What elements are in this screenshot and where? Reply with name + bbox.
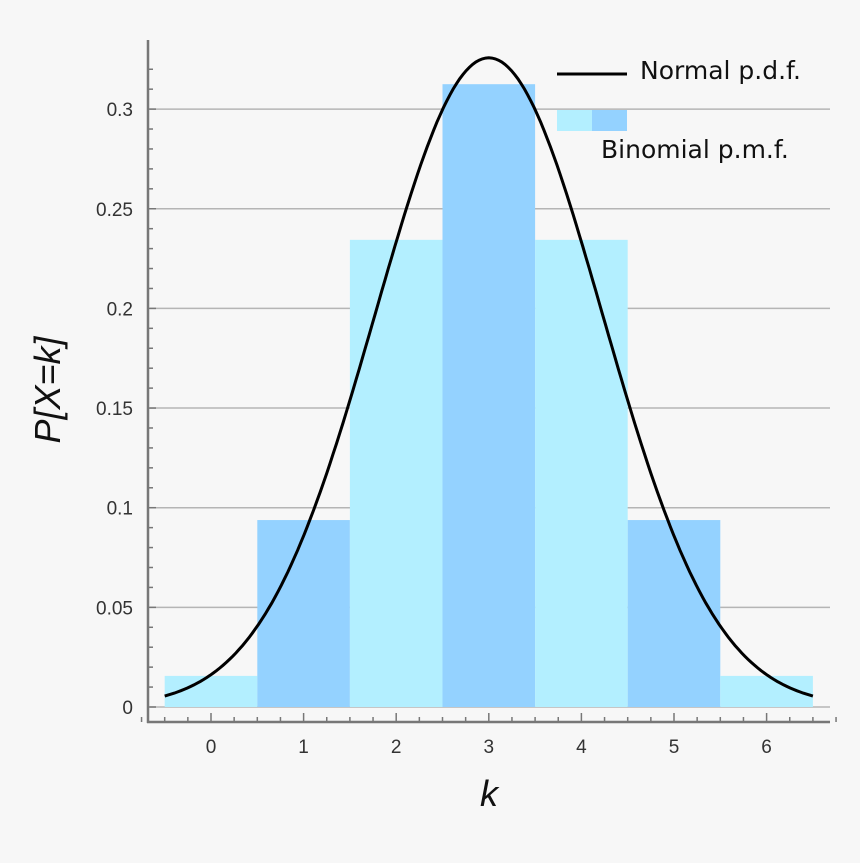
normal-pdf-curve (164, 56, 814, 698)
axes: 0 0.05 0.1 0.15 0.2 0.25 0.3 0 1 2 3 4 5 6 (96, 40, 837, 758)
y-tick-label: 0.05 (96, 598, 133, 619)
binomial-bar (535, 239, 628, 707)
y-tick-label: 0.2 (107, 299, 133, 320)
legend-normal-label: Normal p.d.f. (640, 56, 801, 85)
binomial-bar (442, 84, 536, 707)
x-axis-label: k (480, 773, 500, 814)
binomial-bars (164, 84, 813, 707)
y-tick-label: 0.15 (96, 399, 133, 420)
binomial-bar (627, 520, 721, 707)
y-tick-label: 0 (122, 698, 133, 719)
x-tick-label: 2 (391, 737, 402, 758)
x-tick-label: 6 (761, 737, 772, 758)
y-tick-label: 0.3 (107, 100, 133, 121)
x-tick-label: 5 (669, 737, 680, 758)
x-tick-label: 0 (206, 737, 217, 758)
legend: Normal p.d.f. Binomial p.m.f. (557, 56, 801, 164)
y-tick-label: 0.1 (107, 499, 133, 520)
y-axis-label: P[X=k] (27, 335, 68, 443)
legend-binomial-swatch-dark (592, 110, 627, 131)
legend-binomial-swatch-light (557, 110, 592, 131)
binomial-bar (257, 520, 350, 707)
legend-binomial-label: Binomial p.m.f. (601, 135, 789, 164)
binomial-bar (349, 239, 443, 707)
x-tick-label: 1 (298, 737, 309, 758)
y-tick-label: 0.25 (96, 200, 133, 221)
x-tick-label: 3 (484, 737, 495, 758)
x-tick-label: 4 (576, 737, 587, 758)
